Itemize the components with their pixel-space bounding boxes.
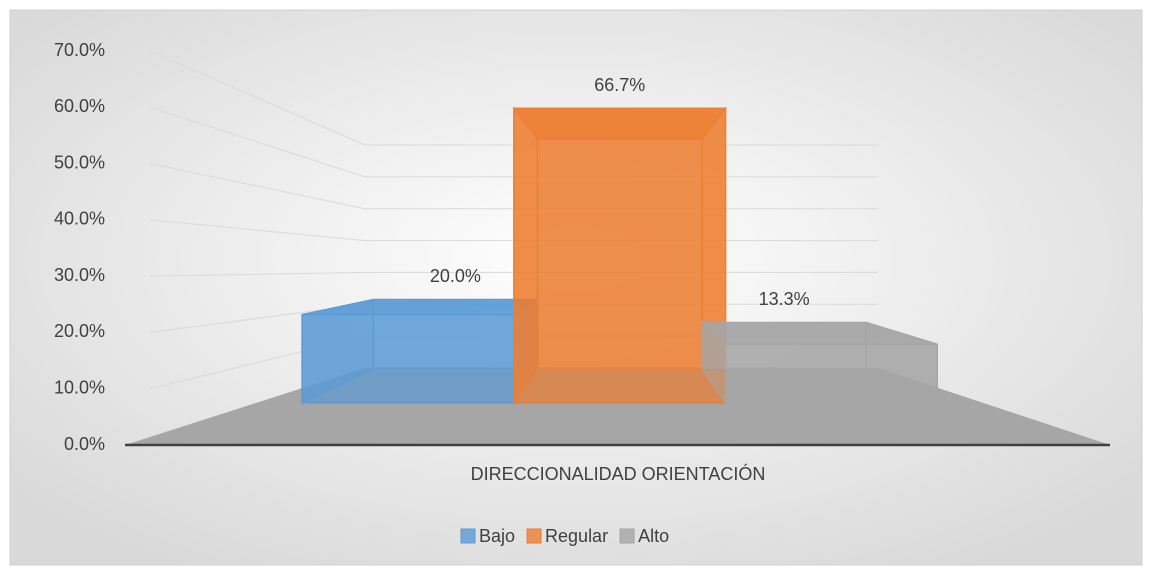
legend-swatch	[619, 528, 635, 544]
x-tick-label: DIRECCIONALIDAD ORIENTACIÓN	[471, 463, 766, 484]
value-label: 13.3%	[759, 289, 810, 309]
y-tick-label: 70.0%	[54, 40, 105, 60]
legend-swatch	[460, 528, 476, 544]
y-tick-label: 20.0%	[54, 321, 105, 341]
bar	[301, 298, 540, 405]
bar-front	[301, 314, 515, 404]
value-label: 66.7%	[594, 75, 645, 95]
y-tick-label: 50.0%	[54, 152, 105, 172]
value-label: 20.0%	[430, 266, 481, 286]
y-tick-label: 0.0%	[64, 434, 105, 454]
y-tick-label: 60.0%	[54, 96, 105, 116]
legend-label: Alto	[638, 526, 669, 546]
bar-front	[513, 107, 727, 404]
y-tick-label: 40.0%	[54, 209, 105, 229]
y-tick-label: 10.0%	[54, 377, 105, 397]
legend-label: Regular	[545, 526, 608, 546]
legend-label: Bajo	[479, 526, 515, 546]
bar-front	[724, 343, 939, 404]
bar	[700, 321, 939, 405]
y-tick-label: 30.0%	[54, 265, 105, 285]
bar	[512, 106, 727, 405]
legend-swatch	[526, 528, 542, 544]
